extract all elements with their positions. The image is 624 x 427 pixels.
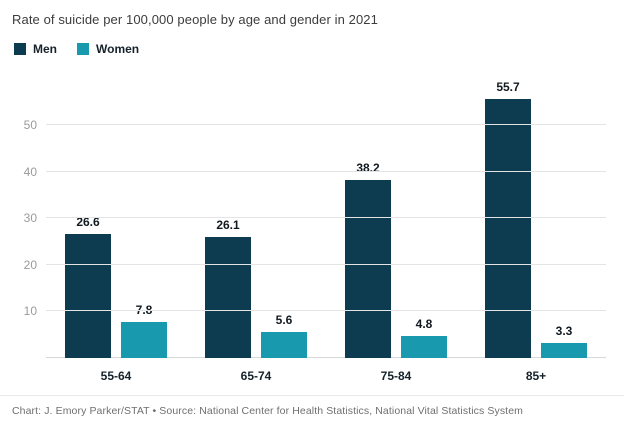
women-bar: 5.6 <box>261 313 307 358</box>
x-tick-label: 75-84 <box>380 369 412 383</box>
x-axis-baseline <box>46 357 606 358</box>
x-tick-label: 85+ <box>525 369 547 383</box>
gridline <box>46 170 606 172</box>
chart-page: Rate of suicide per 100,000 people by ag… <box>12 12 606 395</box>
x-tick-label: 55-64 <box>100 369 132 383</box>
women-bar: 7.8 <box>121 303 167 358</box>
bar-group: 26.1 5.6 <box>205 88 307 358</box>
men-bar: 38.2 <box>345 161 391 358</box>
y-tick-label: 40 <box>23 164 37 179</box>
value-label: 7.8 <box>135 302 153 317</box>
plot-row: 10 20 30 40 50 26.6 7.8 26.1 5.6 38.2 4.8 55.7 3.3 <box>12 80 606 358</box>
y-tick-label: 10 <box>23 304 37 319</box>
gridline <box>46 217 606 219</box>
bar-group: 26.6 7.8 <box>65 88 167 358</box>
value-label: 5.6 <box>275 312 293 327</box>
gridline <box>46 310 606 312</box>
legend-item-men: Men <box>14 42 57 56</box>
bar-group: 38.2 4.8 <box>345 88 447 358</box>
y-tick-label: 20 <box>23 257 37 272</box>
value-label: 26.6 <box>76 215 100 230</box>
legend-label-women: Women <box>96 42 140 56</box>
men-color-swatch <box>14 43 26 55</box>
legend-label-men: Men <box>33 42 57 56</box>
y-tick-label: 30 <box>23 211 37 226</box>
men-bar: 26.1 <box>205 218 251 358</box>
bar-chart: 10 20 30 40 50 26.6 7.8 26.1 5.6 38.2 4.8 55.7 3.3 … <box>12 80 606 395</box>
x-tick-label: 65-74 <box>240 369 272 383</box>
women-bar: 4.8 <box>401 317 447 358</box>
source-caption: Chart: J. Emory Parker/STAT • Source: Na… <box>0 395 624 427</box>
legend: Men Women <box>14 42 606 56</box>
plot-area: 26.6 7.8 26.1 5.6 38.2 4.8 55.7 3.3 <box>46 80 606 358</box>
value-label: 26.1 <box>216 217 240 232</box>
men-bar: 55.7 <box>485 80 531 358</box>
value-label: 55.7 <box>496 79 520 94</box>
men-bar: 26.6 <box>65 215 111 358</box>
women-color-swatch <box>77 43 89 55</box>
y-axis: 10 20 30 40 50 <box>12 88 46 358</box>
women-bar: 3.3 <box>541 324 587 358</box>
legend-item-women: Women <box>77 42 139 56</box>
y-tick-label: 50 <box>23 118 37 133</box>
bar-group: 55.7 3.3 <box>485 80 587 358</box>
bar-groups: 26.6 7.8 26.1 5.6 38.2 4.8 55.7 3.3 <box>46 80 606 358</box>
value-label: 38.2 <box>356 161 380 176</box>
value-label: 4.8 <box>415 316 433 331</box>
x-axis: 55-64 65-74 75-84 85+ <box>46 358 606 395</box>
value-label: 3.3 <box>555 323 573 338</box>
gridline <box>46 263 606 265</box>
gridline <box>46 124 606 126</box>
chart-title: Rate of suicide per 100,000 people by ag… <box>12 12 378 27</box>
